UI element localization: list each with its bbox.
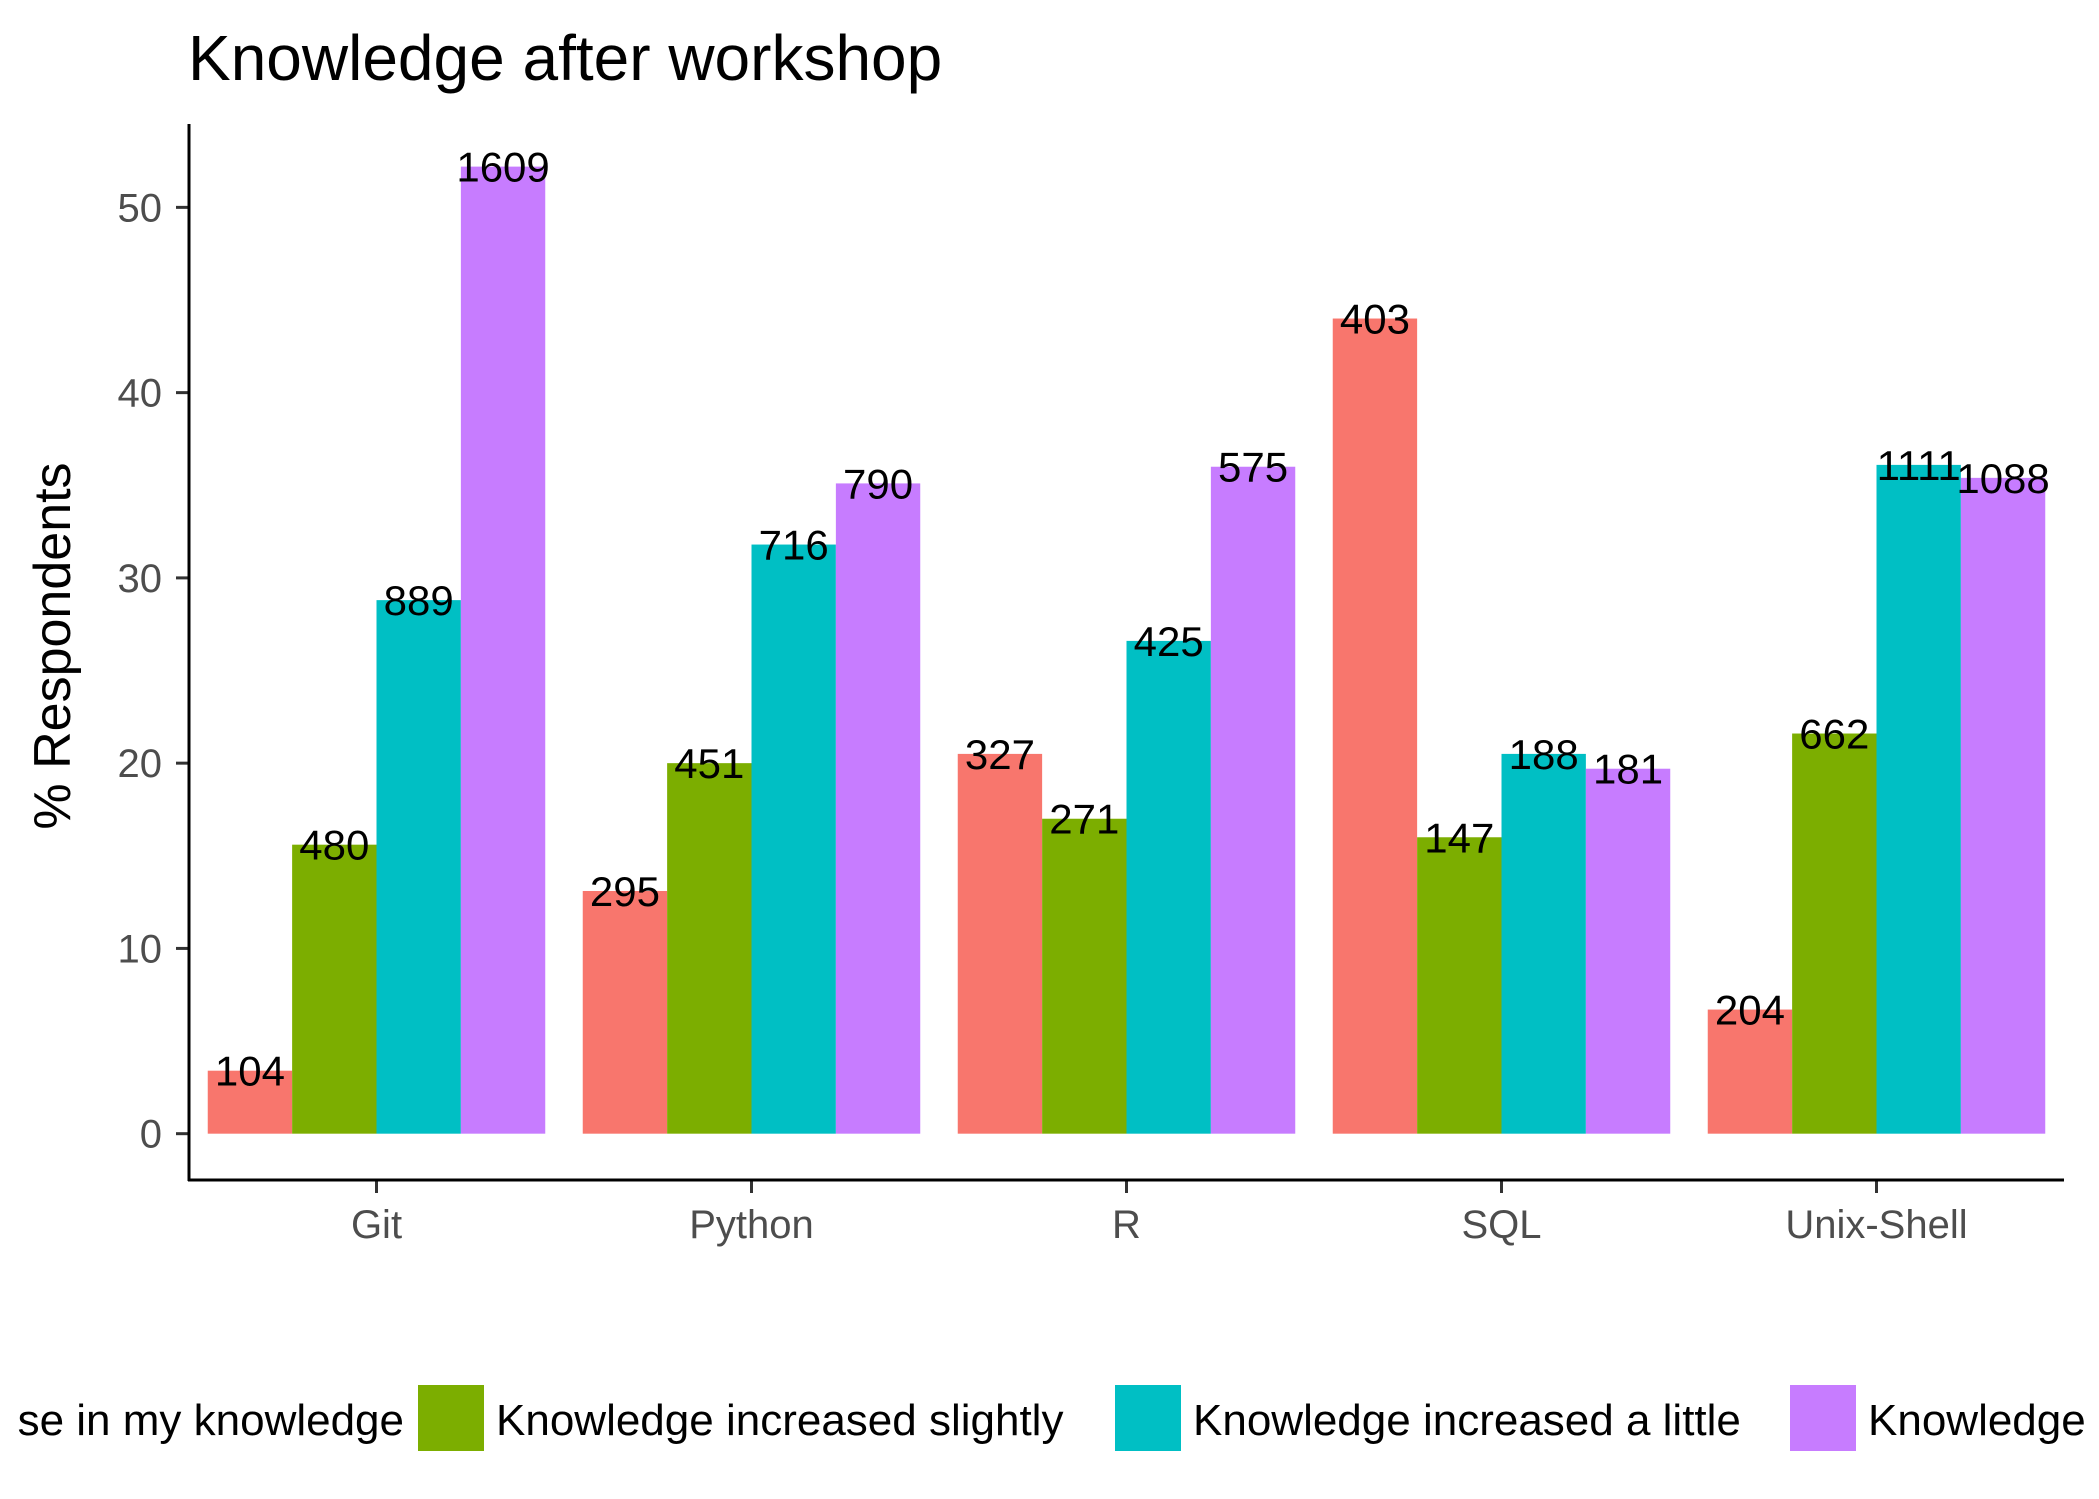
bar-value-label: 790 (843, 460, 913, 507)
bar-value-label: 104 (215, 1048, 285, 1095)
bar-value-label: 204 (1715, 987, 1785, 1034)
bar (1707, 1009, 1793, 1134)
bar (1501, 753, 1586, 1134)
bar (1332, 318, 1418, 1134)
bar-value-label: 188 (1509, 731, 1579, 778)
bar-value-label: 1609 (456, 144, 549, 191)
bar-value-label: 1088 (1956, 455, 2049, 502)
bar (460, 166, 546, 1134)
bar-value-label: 889 (384, 577, 454, 624)
y-axis-ticks: 0 10 20 30 40 50 (118, 186, 189, 1157)
x-category-label: Git (351, 1203, 402, 1247)
bar (1417, 837, 1502, 1134)
bar (1585, 768, 1671, 1134)
bar-value-label: 451 (674, 740, 744, 787)
chart-title: Knowledge after workshop (188, 22, 942, 94)
bar-value-label: 403 (1340, 296, 1410, 343)
bar (292, 844, 377, 1134)
legend-key (1790, 1385, 1856, 1451)
bar-value-label: 575 (1218, 444, 1288, 491)
x-category-label: Python (689, 1203, 814, 1247)
bar (582, 890, 668, 1134)
bar-value-label: 271 (1049, 796, 1119, 843)
bar (835, 483, 921, 1134)
legend-key (418, 1385, 484, 1451)
legend-label: Knowledge increased a little (1193, 1396, 1741, 1445)
bar (1876, 464, 1961, 1134)
bar (1126, 640, 1211, 1134)
x-category-label: SQL (1461, 1203, 1541, 1247)
legend-label: Knowledge increased slightly (496, 1396, 1063, 1445)
bar-value-label: 327 (965, 731, 1035, 778)
bar-value-label: 716 (759, 522, 829, 569)
bars (207, 166, 2046, 1134)
data-labels: 104 480 889 1609 295 451 716 790 327 271 425 575 403… (215, 144, 2050, 1095)
y-tick-label: 20 (118, 742, 163, 786)
y-tick-label: 0 (140, 1113, 162, 1157)
bar-value-label: 1111 (1877, 442, 1961, 489)
bar-value-label: 147 (1424, 814, 1494, 861)
bar (207, 1070, 293, 1134)
bar (376, 600, 461, 1134)
bar-value-label: 425 (1134, 618, 1204, 665)
x-axis-categories: Git Python R SQL Unix-Shell (351, 1180, 1968, 1247)
bar (1042, 818, 1127, 1134)
bar-value-label: 662 (1799, 711, 1869, 758)
bar-value-label: 295 (590, 868, 660, 915)
bar-value-label: 181 (1593, 746, 1663, 793)
legend-label: se in my knowledge (18, 1396, 404, 1445)
bar (1960, 477, 2046, 1134)
bar (751, 544, 836, 1134)
y-tick-label: 50 (118, 186, 163, 230)
bar-value-label: 480 (299, 822, 369, 869)
x-category-label: R (1112, 1203, 1141, 1247)
y-tick-label: 40 (118, 372, 163, 416)
x-category-label: Unix-Shell (1785, 1203, 1967, 1247)
bar (1210, 466, 1296, 1134)
legend: se in my knowledge Knowledge increased sl… (18, 1385, 2086, 1451)
legend-label: Knowledge (1868, 1396, 2086, 1445)
y-axis-label: % Respondents (24, 462, 82, 829)
bar (667, 763, 752, 1134)
y-tick-label: 10 (118, 927, 163, 971)
y-tick-label: 30 (118, 557, 163, 601)
bar (1792, 733, 1877, 1134)
legend-key (1115, 1385, 1181, 1451)
bar (957, 753, 1043, 1134)
